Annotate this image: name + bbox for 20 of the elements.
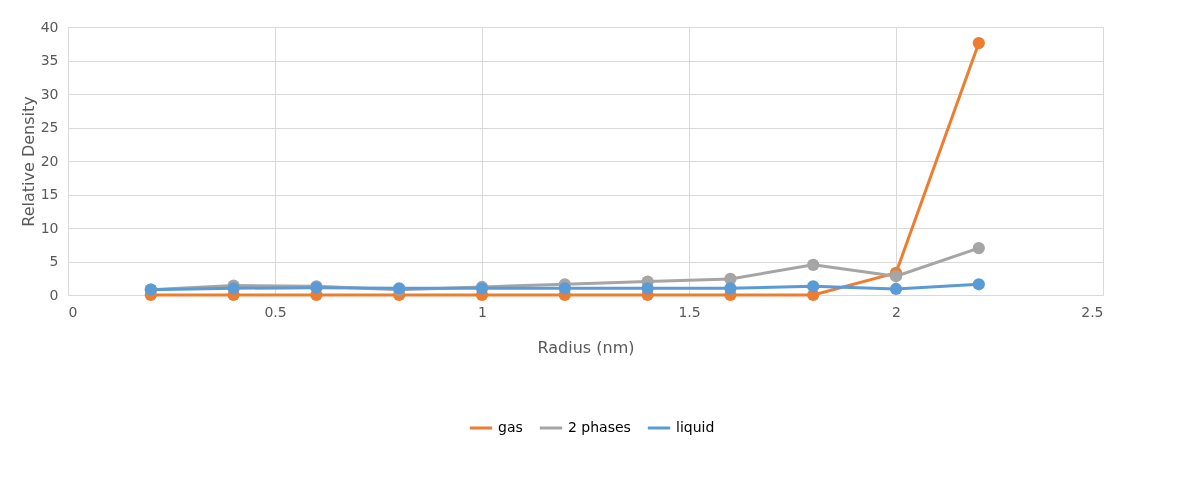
- y-axis-title: Relative Density: [18, 96, 38, 227]
- y-tick-label: 5: [49, 253, 59, 269]
- y-tick-label: 35: [40, 52, 59, 68]
- y-tick-label: 10: [40, 219, 59, 236]
- x-tick-label: 1.5: [678, 303, 701, 320]
- x-tick-label: 2: [892, 303, 901, 320]
- y-tick-label: 30: [40, 85, 59, 102]
- legend-label: liquid: [676, 419, 715, 435]
- x-tick-label: 0: [68, 303, 78, 320]
- y-tick-label: 0: [49, 286, 59, 303]
- x-tick-label: 0.5: [264, 303, 287, 320]
- legend-label: 2 phases: [568, 419, 631, 435]
- y-tick-label: 20: [40, 152, 59, 169]
- legend-label: gas: [498, 419, 523, 435]
- y-tick-label: 25: [40, 119, 59, 135]
- y-tick-label: 15: [40, 186, 59, 202]
- y-tick-label: 40: [40, 18, 59, 35]
- x-axis-title: Radius (nm): [537, 337, 635, 357]
- x-tick-label: 2.5: [1081, 303, 1104, 320]
- x-tick-label: 1: [478, 303, 487, 320]
